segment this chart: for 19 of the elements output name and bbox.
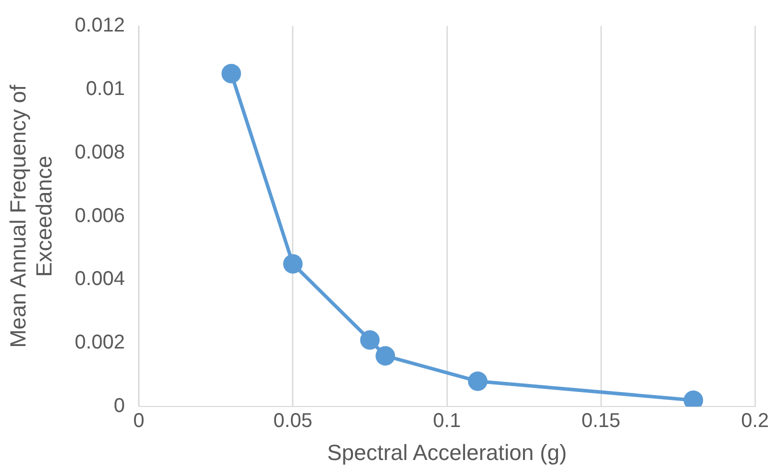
- y-tick-label: 0: [114, 395, 125, 418]
- y-tick-label: 0.008: [74, 141, 125, 164]
- x-tick-label: 0.05: [273, 410, 312, 432]
- x-tick-label: 0.15: [581, 410, 620, 432]
- x-tick-label: 0.1: [433, 410, 461, 432]
- point: [376, 346, 396, 366]
- y-tick-label: 0.01: [86, 78, 125, 100]
- y-tick-label: 0.002: [74, 332, 125, 354]
- y-tick-label: 0.012: [74, 14, 125, 37]
- x-axis-title: Spectral Acceleration (g): [327, 440, 567, 465]
- point: [283, 254, 303, 274]
- point: [360, 330, 380, 350]
- x-tick-label: 0.2: [741, 410, 769, 432]
- y-tick-label: 0.004: [74, 268, 125, 290]
- x-tick-label: 0: [133, 410, 144, 432]
- y-tick-label: 0.006: [74, 204, 125, 227]
- point: [468, 371, 488, 391]
- y-axis-title: Mean Annual Frequency of Exceedance: [5, 84, 57, 348]
- point: [222, 64, 242, 84]
